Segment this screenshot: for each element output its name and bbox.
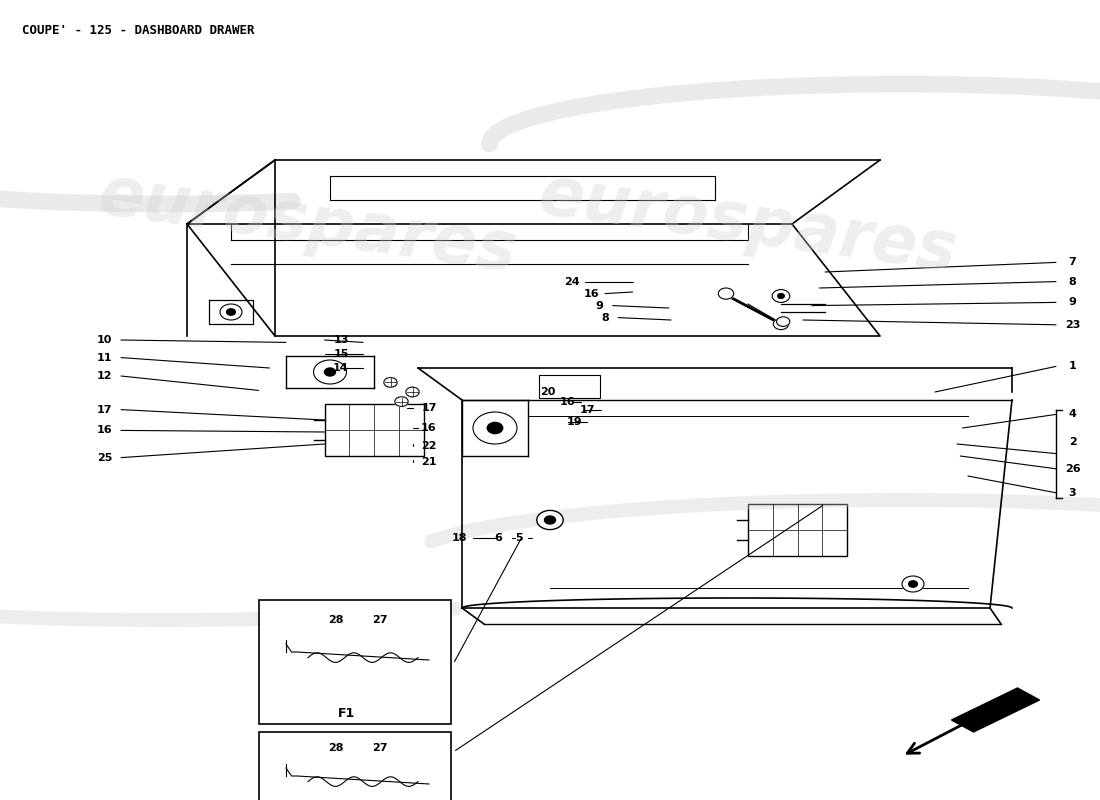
Bar <box>748 504 847 556</box>
Text: 15: 15 <box>333 349 349 358</box>
Circle shape <box>324 368 336 376</box>
Polygon shape <box>952 688 1040 732</box>
Text: 19: 19 <box>566 418 582 427</box>
Text: 17: 17 <box>580 406 595 415</box>
Circle shape <box>772 290 790 302</box>
Text: 21: 21 <box>421 458 437 467</box>
Text: 18: 18 <box>452 533 468 542</box>
Circle shape <box>220 304 242 320</box>
Text: 16: 16 <box>97 426 112 435</box>
Circle shape <box>487 422 503 434</box>
Text: 17: 17 <box>97 405 112 414</box>
Circle shape <box>718 288 734 299</box>
Circle shape <box>473 412 517 444</box>
Text: 1: 1 <box>1068 362 1077 371</box>
Bar <box>258 600 451 724</box>
Text: eurospares: eurospares <box>535 162 961 286</box>
Circle shape <box>395 397 408 406</box>
Circle shape <box>384 378 397 387</box>
Text: F1: F1 <box>338 707 355 720</box>
Text: 6: 6 <box>494 533 503 542</box>
Circle shape <box>395 397 408 406</box>
Text: 16: 16 <box>421 423 437 433</box>
Text: 5: 5 <box>516 533 522 542</box>
Circle shape <box>909 581 917 587</box>
Circle shape <box>406 387 419 397</box>
Text: 11: 11 <box>97 353 112 362</box>
Text: 10: 10 <box>97 335 112 345</box>
Text: 9: 9 <box>595 301 604 310</box>
Text: 8: 8 <box>601 313 609 322</box>
Text: 7: 7 <box>1068 258 1077 267</box>
Text: 20: 20 <box>540 387 556 397</box>
Text: 27: 27 <box>372 743 387 753</box>
Text: 16: 16 <box>584 289 600 298</box>
Circle shape <box>544 516 556 524</box>
Text: 26: 26 <box>1065 464 1080 474</box>
Circle shape <box>902 576 924 592</box>
Text: 28: 28 <box>328 615 343 625</box>
Bar <box>258 732 451 800</box>
Bar <box>539 375 600 398</box>
Text: 28: 28 <box>328 743 343 753</box>
Text: 22: 22 <box>421 441 437 450</box>
Text: 13: 13 <box>333 335 349 345</box>
Circle shape <box>773 318 789 330</box>
Text: 4: 4 <box>1068 410 1077 419</box>
Bar <box>324 404 424 456</box>
Circle shape <box>777 317 790 326</box>
Text: 23: 23 <box>1065 320 1080 330</box>
Text: 3: 3 <box>1069 488 1076 498</box>
Circle shape <box>227 309 235 315</box>
Circle shape <box>384 378 397 387</box>
Text: 2: 2 <box>1068 437 1077 446</box>
Circle shape <box>406 387 419 397</box>
Text: 9: 9 <box>1068 298 1077 307</box>
Text: COUPE' - 125 - DASHBOARD DRAWER: COUPE' - 125 - DASHBOARD DRAWER <box>22 24 254 37</box>
Circle shape <box>537 510 563 530</box>
Text: 8: 8 <box>1068 277 1077 286</box>
Text: 25: 25 <box>97 453 112 462</box>
Circle shape <box>314 360 346 384</box>
Text: 24: 24 <box>564 277 580 286</box>
Text: 16: 16 <box>560 397 575 406</box>
Text: 17: 17 <box>421 403 437 413</box>
Text: 12: 12 <box>97 371 112 381</box>
Circle shape <box>778 294 784 298</box>
Text: eurospares: eurospares <box>95 162 521 286</box>
Text: 27: 27 <box>372 615 387 625</box>
Text: 14: 14 <box>333 363 349 373</box>
